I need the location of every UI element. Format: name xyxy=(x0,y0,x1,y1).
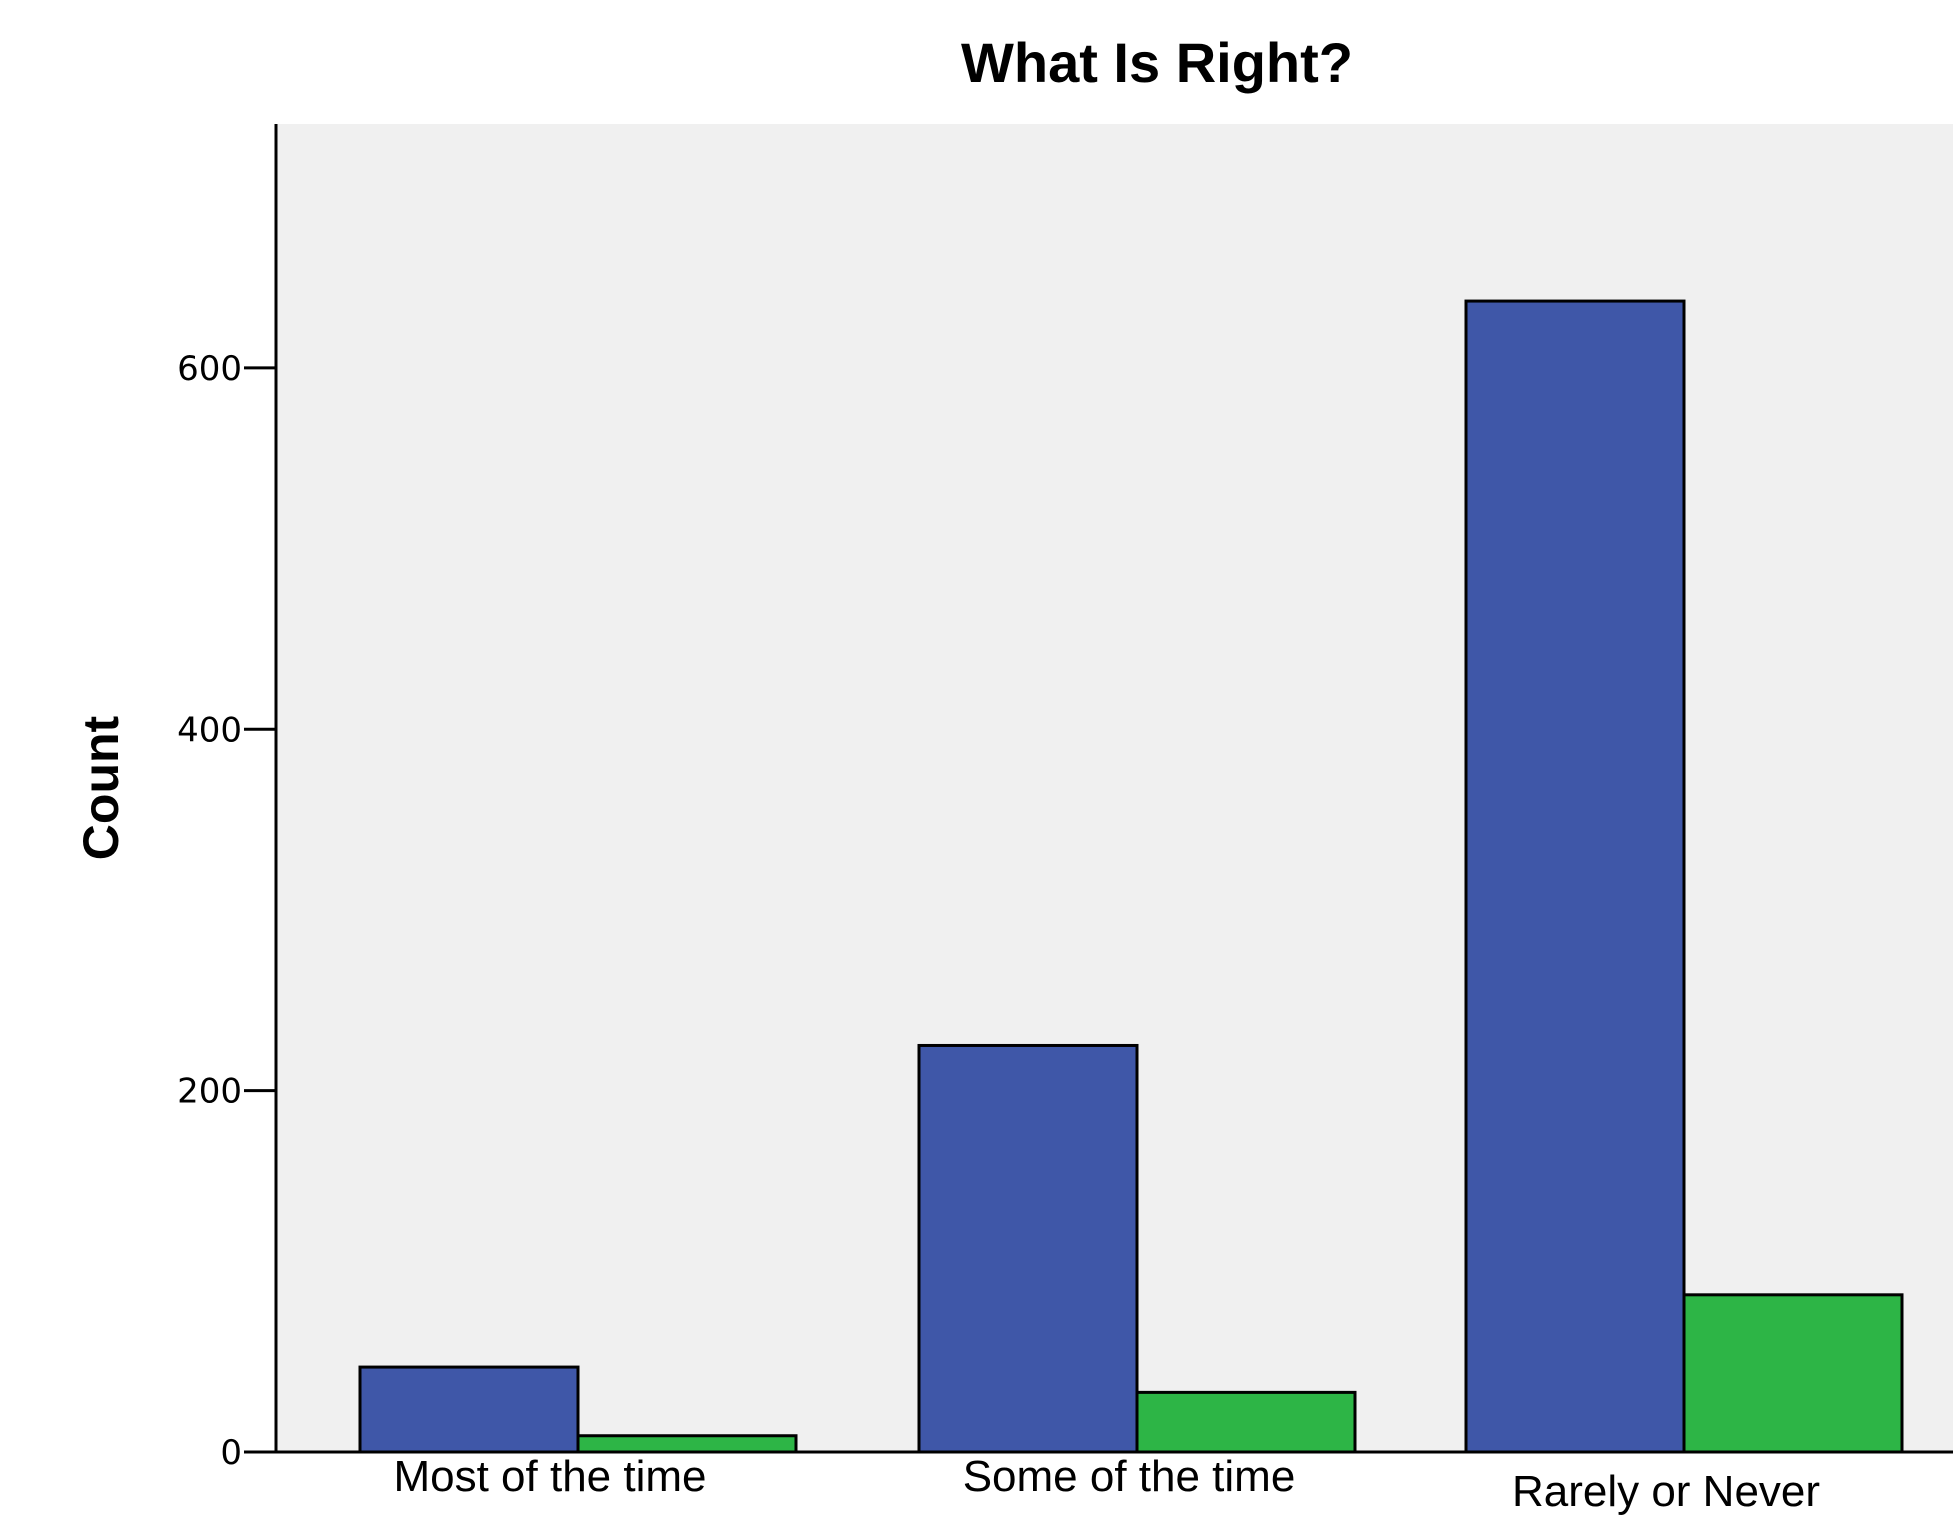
bar xyxy=(576,1434,798,1454)
y-tick-label: 200 xyxy=(177,1072,242,1112)
x-category-label: Rarely or Never xyxy=(1512,1467,1820,1515)
y-tick-label: 0 xyxy=(220,1433,242,1473)
category-labels: Most of the time Some of the time Rarely o… xyxy=(393,1452,1820,1515)
y-tick-label: 600 xyxy=(177,349,242,389)
bar xyxy=(1682,1293,1904,1454)
y-tick-label: 400 xyxy=(177,710,242,750)
bar xyxy=(1464,299,1686,1454)
bar xyxy=(917,1043,1139,1454)
chart-title: What Is Right? xyxy=(961,31,1353,94)
x-category-label: Most of the time xyxy=(393,1452,706,1501)
x-category-label: Some of the time xyxy=(963,1452,1296,1501)
bar xyxy=(1135,1390,1357,1454)
y-axis-label: Count xyxy=(73,715,129,860)
y-axis-ticks: 0 200 400 600 xyxy=(177,349,276,1473)
bar xyxy=(358,1365,580,1454)
